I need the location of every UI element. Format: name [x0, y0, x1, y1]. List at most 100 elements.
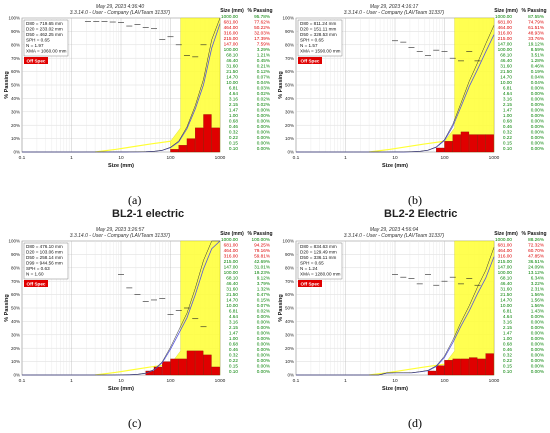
table-cell-size: 147.00 [498, 265, 513, 270]
stats-line: D80 = 719.65 mm [26, 21, 63, 26]
table-cell-size: 4.64 [503, 314, 513, 319]
caption-d: (d) [408, 416, 422, 430]
table-cell-passing: 9.12% [257, 276, 270, 281]
y-tick-label: 20% [285, 123, 294, 128]
table-cell-size: 0.10 [229, 146, 239, 151]
table-header-size: Size (mm) [494, 231, 518, 237]
chart-subtitle: 3.3.14.0 - User - Company (LAVTeam 31337… [344, 10, 445, 16]
table-cell-size: 0.10 [229, 369, 239, 374]
y-tick-label: 0% [13, 150, 20, 155]
table-cell-size: 0.32 [503, 130, 513, 135]
chart-panel-b: May 29, 2023 4:16:17 3.3.14.0 - User - Co… [276, 2, 548, 187]
table-cell-size: 21.50 [500, 292, 512, 297]
x-tick-label: 10 [118, 155, 124, 161]
table-cell-passing: 0.00% [257, 369, 270, 374]
caption-b: (b) [408, 193, 422, 207]
table-cell-passing: 0.00% [257, 314, 270, 319]
y-axis-label: % Passing [4, 71, 10, 99]
table-cell-size: 0.15 [229, 364, 239, 369]
y-tick-label: 80% [285, 265, 294, 270]
table-cell-size: 1.00 [229, 336, 239, 341]
table-cell-passing: 0.47% [257, 292, 270, 297]
table-cell-passing: 0.04% [257, 80, 270, 85]
fit-curve [22, 240, 220, 376]
y-tick-label: 70% [11, 279, 20, 284]
table-cell-size: 100.00 [498, 47, 513, 52]
stats-line: SPH = 0.65 [26, 38, 50, 43]
y-tick-label: 20% [285, 346, 294, 351]
fraction-bar [178, 358, 187, 376]
heading-d: BL2-2 Electric [384, 208, 458, 220]
fraction-bar [469, 134, 478, 153]
table-cell-size: 0.15 [229, 141, 239, 146]
fit-curve [22, 17, 221, 153]
x-axis-label: Size (mm) [108, 386, 134, 392]
table-cell-passing: 0.00% [531, 130, 544, 135]
table-cell-passing: 0.46% [531, 64, 544, 69]
table-cell-size: 6.81 [229, 309, 239, 314]
table-cell-size: 0.32 [503, 353, 513, 358]
table-cell-passing: 1.56% [531, 298, 544, 303]
table-cell-size: 0.32 [229, 130, 239, 135]
table-cell-size: 1000.00 [221, 14, 238, 19]
table-cell-passing: 0.00% [257, 342, 270, 347]
fraction-bar [186, 350, 196, 376]
stats-line: XMA = 1060.00 mm [26, 49, 67, 54]
table-cell-size: 0.68 [503, 119, 513, 124]
table-cell-size: 681.00 [224, 243, 239, 248]
stats-line: D20 = 151.11 mm [300, 27, 336, 32]
x-tick-label: 1 [344, 378, 347, 384]
table-cell-passing: 36.51% [528, 259, 544, 264]
off-spec-label: Off Spec [301, 58, 320, 63]
table-cell-size: 10.00 [226, 303, 238, 308]
x-tick-label: 100 [440, 378, 448, 384]
y-tick-label: 40% [285, 319, 294, 324]
table-cell-size: 68.10 [226, 276, 238, 281]
chart-subtitle: 3.3.14.0 - User - Company (LAVTeam 31337… [344, 233, 445, 239]
y-tick-label: 70% [285, 56, 294, 61]
table-cell-size: 147.00 [224, 265, 239, 270]
y-tick-label: 90% [285, 29, 294, 34]
table-cell-size: 2.15 [229, 102, 239, 107]
fraction-bar [477, 134, 486, 153]
off-spec-badge [24, 280, 48, 287]
table-cell-size: 464.00 [498, 248, 513, 253]
chart-subtitle: 3.3.14.0 - User - Company (LAVTeam 31337… [70, 10, 171, 16]
table-cell-size: 31.60 [500, 287, 512, 292]
table-cell-passing: 0.00% [531, 336, 544, 341]
y-tick-label: 80% [11, 265, 20, 270]
fraction-bar [460, 358, 470, 376]
fraction-bar [203, 354, 212, 376]
table-cell-passing: 0.00% [257, 358, 270, 363]
stats-line: N = 1.24 [300, 266, 318, 271]
x-tick-label: 100 [166, 378, 174, 384]
fraction-bar [436, 147, 445, 153]
table-cell-size: 464.00 [224, 25, 239, 30]
y-tick-label: 0% [287, 373, 294, 378]
table-cell-size: 46.40 [500, 58, 512, 63]
fit-curve [296, 247, 495, 376]
off-spec-badge [298, 57, 322, 64]
table-cell-passing: 0.04% [531, 80, 544, 85]
table-cell-passing: 1.56% [531, 303, 544, 308]
table-cell-size: 1.00 [503, 336, 513, 341]
table-cell-size: 0.10 [503, 369, 513, 374]
table-cell-passing: 59.81% [254, 254, 270, 259]
table-cell-passing: 0.12% [257, 69, 270, 74]
table-header-passing: % Passing [521, 8, 546, 14]
x-tick-label: 1000 [489, 155, 500, 161]
fraction-bar [186, 138, 196, 153]
spec-lower-trace [95, 363, 171, 376]
y-tick-label: 70% [11, 56, 20, 61]
x-axis-label: Size (mm) [108, 163, 134, 169]
table-cell-size: 316.00 [498, 31, 513, 36]
table-cell-passing: 0.00% [531, 358, 544, 363]
y-tick-label: 60% [285, 292, 294, 297]
y-tick-label: 50% [11, 306, 20, 311]
table-cell-passing: 1.21% [257, 53, 270, 58]
chart-a: May 29, 2023 4:36:403.3.14.0 - User - Co… [4, 4, 273, 169]
table-cell-passing: 0.00% [257, 364, 270, 369]
